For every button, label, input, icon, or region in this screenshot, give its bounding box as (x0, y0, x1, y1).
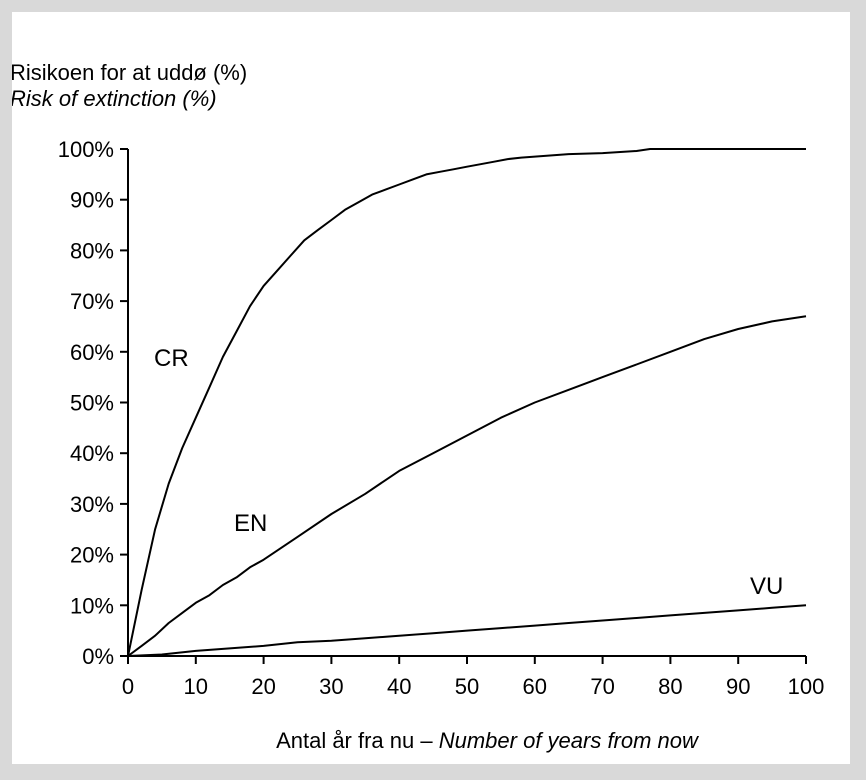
x-tick-label: 50 (455, 674, 479, 699)
x-axis-title-english: Number of years from now (439, 728, 700, 753)
series-line-vu (127, 604, 807, 657)
y-tick-label: 70% (70, 289, 114, 314)
x-axis-title-danish: Antal år fra nu – (276, 728, 439, 753)
y-tick-label: 90% (70, 188, 114, 213)
x-tick-label: 70 (590, 674, 614, 699)
x-tick-label: 90 (726, 674, 750, 699)
y-tick-label: 0% (82, 644, 114, 669)
line-chart: Risikoen for at uddø (%) Risk of extinct… (12, 60, 824, 753)
x-axis-title: Antal år fra nu – Number of years from n… (276, 728, 700, 753)
x-tick-label: 0 (122, 674, 134, 699)
series-label-en: EN (234, 510, 267, 537)
y-tick-label: 20% (70, 543, 114, 568)
series-label-vu: VU (750, 573, 783, 600)
y-tick-label: 50% (70, 391, 114, 416)
series-label-cr: CR (154, 345, 189, 372)
x-tick-label: 80 (658, 674, 682, 699)
y-axis-title-english: Risk of extinction (%) (12, 86, 217, 111)
x-tick-label: 60 (523, 674, 547, 699)
series-labels: CR EN VU (154, 345, 783, 600)
y-axis-ticks: 0% 10% 20% 30% 40% 50% 60% 70% 80% 90% 100% (58, 137, 128, 669)
series-lines (127, 148, 807, 657)
y-axis-title: Risikoen for at uddø (%) (12, 60, 247, 85)
x-tick-label: 40 (387, 674, 411, 699)
y-tick-label: 30% (70, 492, 114, 517)
y-tick-label: 10% (70, 593, 114, 618)
x-tick-label: 100 (788, 674, 825, 699)
x-tick-label: 20 (251, 674, 275, 699)
x-axis-ticks: 0 10 20 30 40 50 60 70 80 90 100 (122, 656, 824, 699)
y-tick-label: 60% (70, 340, 114, 365)
y-tick-label: 40% (70, 441, 114, 466)
series-line-cr (127, 148, 806, 657)
x-tick-label: 10 (184, 674, 208, 699)
series-line-en (127, 315, 807, 657)
y-tick-label: 80% (70, 238, 114, 263)
x-tick-label: 30 (319, 674, 343, 699)
chart-panel: Risikoen for at uddø (%) Risk of extinct… (12, 12, 850, 764)
y-tick-label: 100% (58, 137, 114, 162)
